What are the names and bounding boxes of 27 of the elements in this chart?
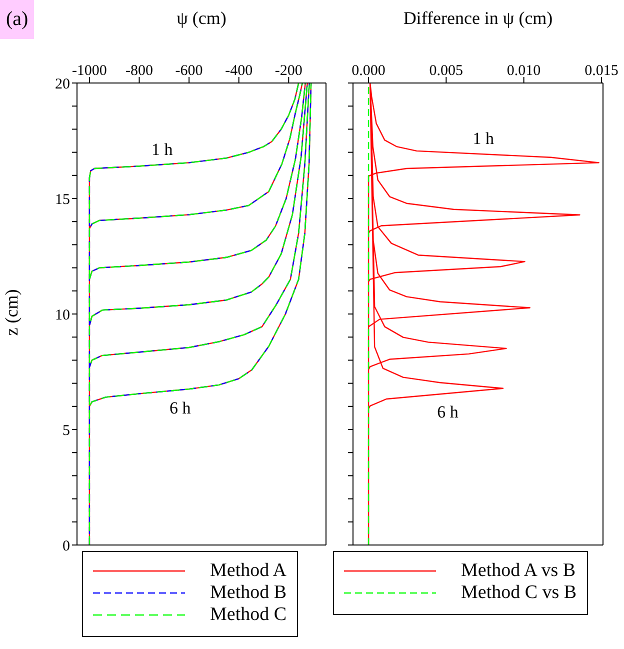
legend-label: Method A — [210, 560, 287, 582]
annotation: 1 h — [152, 140, 174, 160]
x-tick-label: 0.010 — [506, 63, 541, 79]
y-tick-label: 10 — [55, 307, 70, 324]
x-tick-label: -600 — [175, 63, 203, 79]
legend-label: Method C vs B — [461, 582, 577, 604]
legend-label: Method C — [210, 604, 287, 626]
annotation: 6 h — [169, 398, 192, 418]
x-tick-label: -200 — [274, 63, 302, 79]
x-axis-title: Difference in ψ (cm) — [402, 8, 554, 29]
x-axis-title: ψ (cm) — [176, 8, 228, 29]
annotation: 1 h — [472, 128, 495, 148]
y-tick-label: 20 — [55, 76, 70, 92]
x-tick-label: -1000 — [72, 63, 107, 79]
legend-label: Method A vs B — [461, 560, 576, 582]
annotation: 6 h — [437, 402, 459, 422]
y-tick-label: 0 — [62, 538, 70, 554]
text: (a) — [0, 0, 34, 39]
x-tick-label: 0.005 — [429, 63, 464, 79]
y-tick-label: 15 — [55, 192, 70, 208]
x-tick-label: 0.000 — [352, 63, 386, 79]
x-tick-label: -800 — [126, 63, 153, 79]
y-tick-label: 5 — [62, 422, 70, 439]
legend-label: Method B — [210, 582, 287, 604]
x-tick-label: 0.015 — [584, 63, 618, 79]
y-axis-title: z (cm) — [2, 288, 22, 338]
x-tick-label: -400 — [225, 63, 253, 79]
